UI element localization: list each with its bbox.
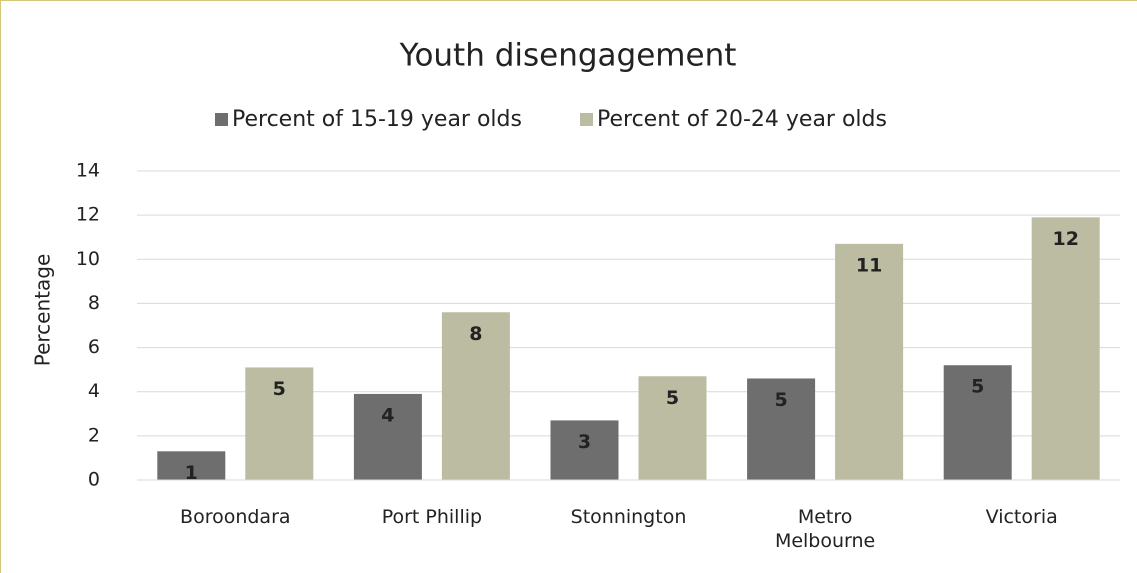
x-tick-label: Port Phillip	[381, 506, 483, 528]
x-tick-label: Metro Melbourne	[774, 506, 876, 552]
legend-swatch	[580, 113, 593, 126]
data-label: 11	[856, 254, 882, 276]
legend-label: Percent of 20-24 year olds	[597, 107, 887, 132]
data-label: 8	[469, 323, 482, 345]
y-tick-label: 4	[88, 380, 100, 402]
x-tick-label: Stonnington	[570, 506, 687, 528]
data-label: 12	[1052, 228, 1078, 250]
data-label: 4	[381, 404, 394, 426]
y-tick-label: 0	[88, 469, 100, 491]
chart-title: Youth disengagement	[399, 38, 737, 74]
x-tick-label: Victoria	[985, 506, 1058, 528]
bar	[1031, 217, 1100, 480]
bar	[353, 393, 422, 480]
y-tick-label: 6	[88, 336, 100, 358]
bar	[943, 365, 1012, 480]
bar	[550, 420, 619, 480]
data-label: 1	[185, 462, 198, 484]
data-label: 3	[578, 431, 591, 453]
legend-label: Percent of 15-19 year olds	[232, 107, 522, 132]
y-axis-title: Percentage	[31, 254, 55, 367]
bar	[441, 312, 510, 480]
y-tick-label: 10	[76, 248, 100, 270]
bar	[157, 451, 226, 480]
x-tick-label: Boroondara	[180, 506, 291, 528]
y-tick-label: 14	[76, 160, 100, 182]
data-label: 5	[971, 376, 984, 398]
y-tick-label: 8	[88, 292, 100, 314]
bar	[835, 243, 904, 480]
legend-swatch	[215, 113, 228, 126]
data-label: 5	[774, 389, 787, 411]
y-tick-label: 12	[76, 204, 100, 226]
bar	[638, 376, 707, 480]
bar	[747, 378, 816, 480]
data-label: 5	[666, 387, 679, 409]
bar	[245, 367, 314, 480]
y-tick-label: 2	[88, 424, 100, 446]
data-label: 5	[273, 378, 286, 400]
